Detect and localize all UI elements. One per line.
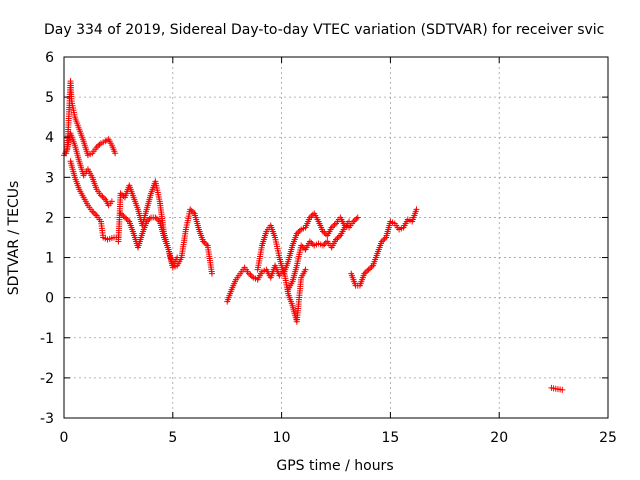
x-tick-label: 10 [273, 430, 291, 446]
data-point [361, 270, 368, 277]
data-point [99, 193, 106, 200]
data-points [61, 78, 566, 393]
data-point [308, 239, 315, 246]
y-tick-label: 0 [45, 291, 54, 307]
data-point [245, 270, 252, 277]
data-point [96, 141, 103, 148]
data-point [334, 235, 341, 242]
data-point [100, 195, 107, 202]
data-point [321, 241, 328, 248]
data-point [381, 235, 388, 242]
grid [64, 57, 608, 418]
data-point [353, 215, 360, 222]
data-point [296, 227, 303, 234]
data-point [152, 214, 159, 221]
data-point [413, 206, 420, 213]
data-point [119, 211, 126, 218]
data-point [378, 238, 385, 245]
data-point [145, 217, 152, 224]
data-point [331, 221, 338, 228]
data-point [559, 386, 566, 393]
data-point [146, 215, 153, 222]
y-tick-label: 1 [45, 251, 54, 267]
data-point [322, 231, 329, 238]
data-point [108, 198, 115, 205]
data-point [124, 217, 131, 224]
y-tick-label: 6 [45, 50, 54, 66]
data-point [333, 236, 339, 243]
data-point [117, 210, 124, 217]
data-point [248, 273, 255, 280]
data-point [351, 217, 358, 224]
data-point [362, 269, 369, 276]
data-point [319, 228, 326, 235]
x-tick-label: 15 [381, 430, 399, 446]
x-tick-label: 25 [599, 430, 617, 446]
data-point [299, 243, 306, 250]
y-axis-title: SDTVAR / TECUs [6, 181, 22, 296]
data-point [298, 242, 305, 249]
data-point [153, 215, 160, 222]
y-tick-label: 4 [45, 130, 54, 146]
data-point [200, 238, 207, 245]
data-point [306, 214, 313, 221]
data-point [143, 218, 150, 225]
data-point [90, 209, 97, 216]
y-tick-label: -3 [40, 411, 54, 427]
data-point [89, 208, 96, 215]
data-point [121, 214, 128, 221]
data-point [95, 142, 102, 149]
data-point [301, 245, 308, 252]
data-point [368, 263, 375, 270]
data-point [97, 192, 104, 199]
data-point [306, 238, 313, 245]
data-point [328, 224, 335, 231]
y-tick-label: -2 [40, 371, 54, 387]
plot-frame [63, 56, 609, 419]
data-point [203, 241, 210, 248]
data-point [112, 150, 119, 157]
data-point [365, 266, 372, 273]
data-point [364, 267, 371, 274]
data-point [190, 209, 197, 216]
chart-title: Day 334 of 2019, Sidereal Day-to-day VTE… [44, 22, 604, 38]
y-tick-label: 5 [45, 90, 54, 106]
data-point [123, 215, 130, 222]
axes: 0 5 10 15 20 25 -3 -2 -1 0 1 2 3 4 5 6 [40, 50, 617, 446]
data-point [117, 190, 124, 197]
data-point [187, 206, 194, 213]
data-point [380, 237, 387, 244]
x-axis-title: GPS time / hours [276, 458, 393, 474]
data-point [354, 214, 361, 221]
data-point [155, 217, 162, 224]
x-tick-label: 20 [490, 430, 508, 446]
data-point [295, 229, 302, 236]
y-tick-label: -1 [40, 331, 54, 347]
data-point [293, 230, 300, 237]
data-point [321, 229, 328, 236]
y-tick-label: 3 [45, 170, 54, 186]
data-point [322, 239, 329, 246]
x-tick-label: 5 [168, 430, 177, 446]
data-point [335, 233, 342, 240]
data-point [93, 144, 100, 151]
data-point [208, 270, 215, 277]
y-tick-label: 2 [45, 210, 54, 226]
data-point [201, 239, 208, 246]
data-point [120, 213, 127, 220]
data-point [308, 213, 315, 220]
data-point [247, 271, 254, 278]
data-point [92, 211, 99, 218]
data-point [309, 211, 316, 218]
data-point [188, 207, 195, 214]
data-point [330, 223, 337, 230]
x-tick-label: 0 [60, 430, 69, 446]
data-point [119, 191, 126, 198]
data-point [346, 218, 353, 225]
data-point [319, 242, 326, 249]
data-point [302, 266, 309, 273]
data-point [367, 265, 374, 272]
